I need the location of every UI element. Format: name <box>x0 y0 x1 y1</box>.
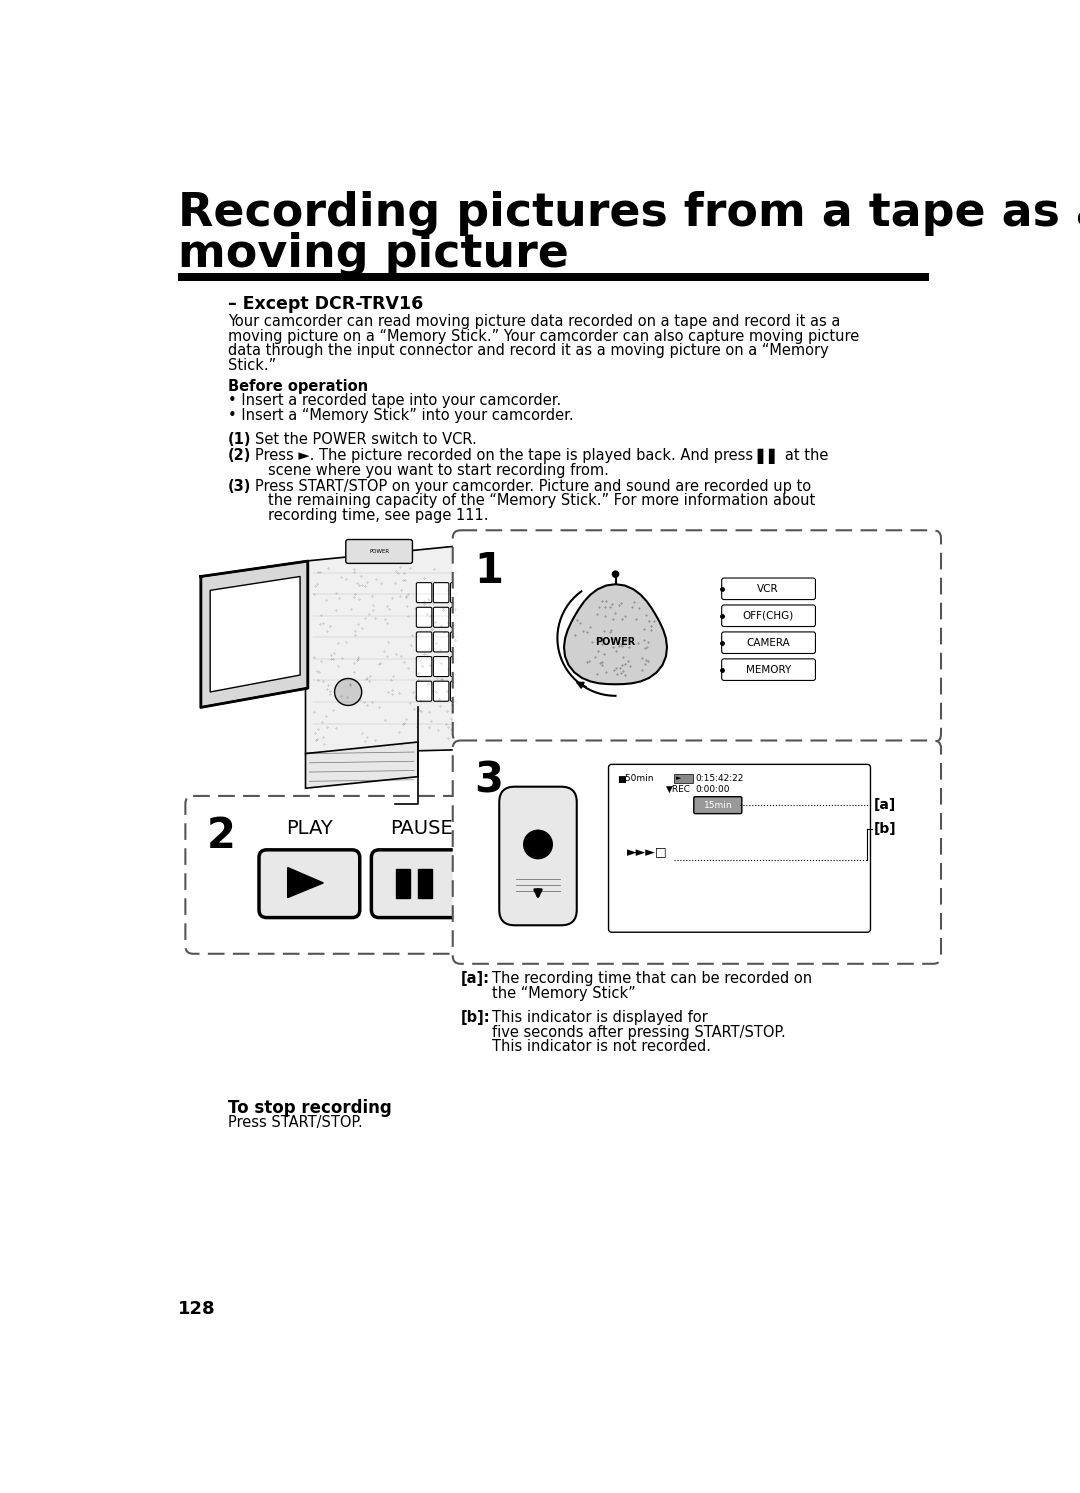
Text: This indicator is not recorded.: This indicator is not recorded. <box>491 1039 711 1054</box>
Text: moving picture on a “Memory Stick.” Your camcorder can also capture moving pictu: moving picture on a “Memory Stick.” Your… <box>228 328 860 343</box>
Circle shape <box>524 830 552 858</box>
Text: POWER: POWER <box>595 638 636 646</box>
FancyBboxPatch shape <box>433 608 449 627</box>
Bar <box>396 869 410 899</box>
Text: (1): (1) <box>228 431 252 446</box>
Text: 3: 3 <box>474 760 503 802</box>
Text: OFF(CHG): OFF(CHG) <box>743 611 794 621</box>
Text: the “Memory Stick”: the “Memory Stick” <box>491 985 635 1002</box>
Text: [a]:: [a]: <box>460 972 489 987</box>
Text: five seconds after pressing START/STOP.: five seconds after pressing START/STOP. <box>491 1024 785 1039</box>
Text: the remaining capacity of the “Memory Stick.” For more information about: the remaining capacity of the “Memory St… <box>268 493 815 508</box>
FancyBboxPatch shape <box>721 578 815 600</box>
Text: ►: ► <box>676 775 681 781</box>
Text: moving picture: moving picture <box>177 231 568 276</box>
FancyBboxPatch shape <box>693 797 742 814</box>
FancyBboxPatch shape <box>608 764 870 932</box>
FancyBboxPatch shape <box>259 850 360 918</box>
FancyBboxPatch shape <box>433 632 449 652</box>
Text: • Insert a “Memory Stick” into your camcorder.: • Insert a “Memory Stick” into your camc… <box>228 408 573 423</box>
Text: 0:15:42:22: 0:15:42:22 <box>696 773 744 782</box>
Polygon shape <box>306 742 418 788</box>
Text: recording time, see page 111.: recording time, see page 111. <box>268 508 489 523</box>
Text: 0:00:00: 0:00:00 <box>696 785 730 794</box>
FancyBboxPatch shape <box>416 681 432 702</box>
Polygon shape <box>211 576 300 691</box>
Ellipse shape <box>468 612 474 618</box>
FancyBboxPatch shape <box>450 582 465 603</box>
Text: Press START/STOP on your camcorder. Picture and sound are recorded up to: Press START/STOP on your camcorder. Pict… <box>255 479 811 494</box>
Ellipse shape <box>460 603 482 627</box>
Text: MEMORY: MEMORY <box>745 664 791 675</box>
FancyBboxPatch shape <box>416 632 432 652</box>
Text: Your camcorder can read moving picture data recorded on a tape and record it as : Your camcorder can read moving picture d… <box>228 314 840 328</box>
Text: PAUSE: PAUSE <box>390 820 454 838</box>
FancyBboxPatch shape <box>450 657 465 676</box>
Text: [b]:: [b]: <box>460 1009 490 1026</box>
FancyBboxPatch shape <box>721 658 815 681</box>
Text: Press START/STOP.: Press START/STOP. <box>228 1115 363 1130</box>
Text: Before operation: Before operation <box>228 379 368 394</box>
FancyBboxPatch shape <box>453 741 941 964</box>
Text: PLAY: PLAY <box>286 820 333 838</box>
FancyBboxPatch shape <box>416 582 432 603</box>
FancyBboxPatch shape <box>433 657 449 676</box>
Text: (2): (2) <box>228 448 252 463</box>
FancyBboxPatch shape <box>453 530 941 742</box>
Text: Set the POWER switch to VCR.: Set the POWER switch to VCR. <box>255 431 477 446</box>
FancyBboxPatch shape <box>372 850 472 918</box>
Bar <box>674 773 693 782</box>
Polygon shape <box>201 561 308 708</box>
Text: 2: 2 <box>207 815 235 857</box>
FancyBboxPatch shape <box>433 582 449 603</box>
Text: [a]: [a] <box>874 799 895 812</box>
Polygon shape <box>306 545 480 754</box>
Text: 15min: 15min <box>703 800 732 809</box>
FancyBboxPatch shape <box>416 657 432 676</box>
Text: ►►►□: ►►►□ <box>627 845 667 858</box>
Text: – Except DCR-TRV16: – Except DCR-TRV16 <box>228 294 423 312</box>
Text: data through the input connector and record it as a moving picture on a “Memory: data through the input connector and rec… <box>228 343 828 358</box>
Ellipse shape <box>335 678 362 706</box>
Text: Recording pictures from a tape as a: Recording pictures from a tape as a <box>177 191 1080 236</box>
Text: Stick.”: Stick.” <box>228 358 276 373</box>
FancyBboxPatch shape <box>721 632 815 654</box>
Text: ▆50min: ▆50min <box>618 773 653 782</box>
Text: 1: 1 <box>474 549 503 591</box>
Text: (3): (3) <box>228 479 252 494</box>
Text: Press ►. The picture recorded on the tape is played back. And press ▌▌ at the: Press ►. The picture recorded on the tap… <box>255 448 828 464</box>
Bar <box>418 869 432 899</box>
Text: • Insert a recorded tape into your camcorder.: • Insert a recorded tape into your camco… <box>228 393 562 408</box>
Polygon shape <box>564 584 667 684</box>
Text: POWER: POWER <box>369 548 389 554</box>
Polygon shape <box>287 867 323 897</box>
Text: [b]: [b] <box>874 823 896 836</box>
Ellipse shape <box>464 608 476 623</box>
Text: The recording time that can be recorded on: The recording time that can be recorded … <box>491 972 812 987</box>
FancyBboxPatch shape <box>433 681 449 702</box>
Text: VCR: VCR <box>757 584 779 594</box>
Text: 128: 128 <box>177 1299 215 1317</box>
FancyBboxPatch shape <box>499 787 577 926</box>
FancyBboxPatch shape <box>721 605 815 627</box>
FancyBboxPatch shape <box>450 632 465 652</box>
Bar <box>177 273 930 281</box>
FancyBboxPatch shape <box>186 796 496 954</box>
FancyBboxPatch shape <box>450 608 465 627</box>
FancyBboxPatch shape <box>450 681 465 702</box>
Text: This indicator is displayed for: This indicator is displayed for <box>491 1009 707 1026</box>
FancyBboxPatch shape <box>416 608 432 627</box>
Text: ▼REC: ▼REC <box>666 785 691 794</box>
FancyBboxPatch shape <box>346 539 413 563</box>
Text: scene where you want to start recording from.: scene where you want to start recording … <box>268 463 609 478</box>
Text: To stop recording: To stop recording <box>228 1099 392 1117</box>
Text: CAMERA: CAMERA <box>746 638 791 648</box>
Circle shape <box>612 572 619 578</box>
